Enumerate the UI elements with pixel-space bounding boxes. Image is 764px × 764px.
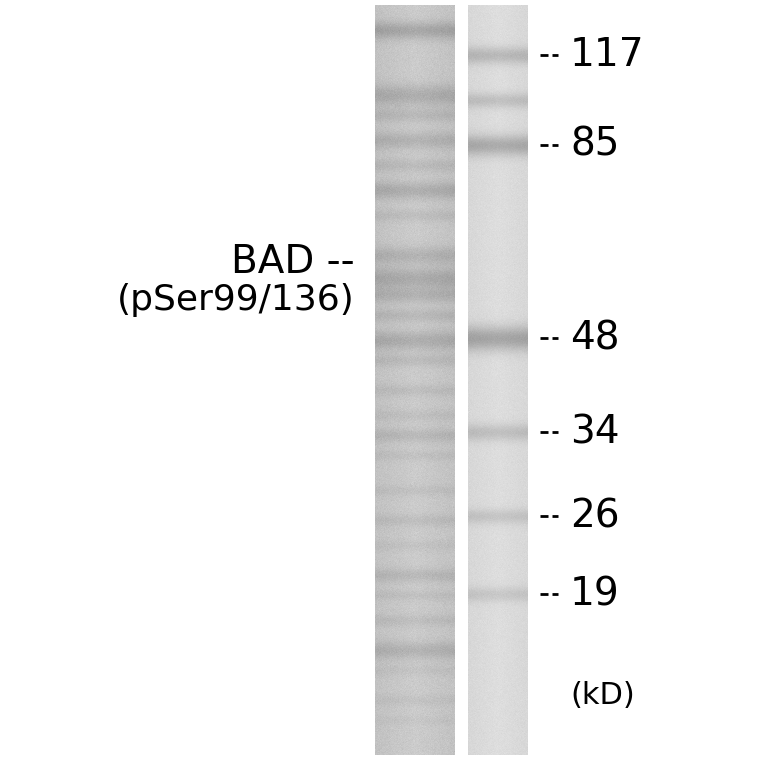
Text: 19: 19 (570, 575, 620, 613)
Text: 48: 48 (570, 319, 620, 357)
Text: 26: 26 (570, 497, 620, 535)
Text: 85: 85 (570, 126, 620, 164)
Text: BAD --: BAD -- (231, 243, 355, 281)
Text: (pSer99/136): (pSer99/136) (117, 283, 355, 317)
Text: (kD): (kD) (570, 681, 635, 710)
Text: 117: 117 (570, 36, 645, 74)
Text: 34: 34 (570, 413, 620, 451)
